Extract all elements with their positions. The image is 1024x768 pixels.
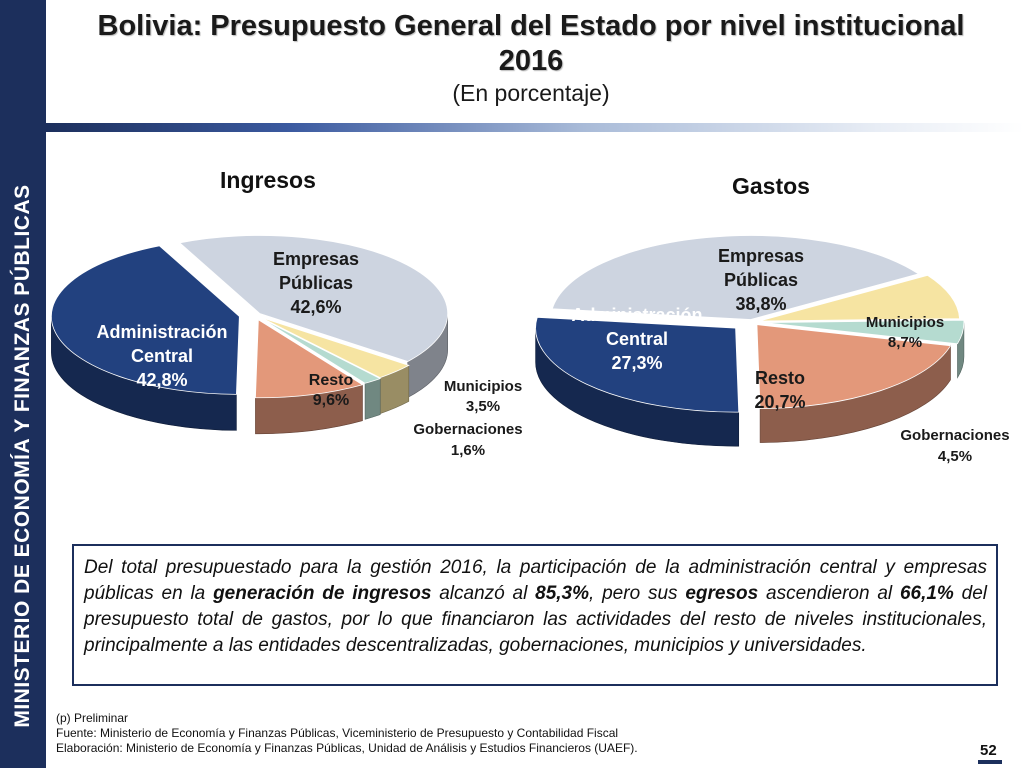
summary-bold-3: egresos xyxy=(685,583,759,604)
gas-label-gob-value: 4,5% xyxy=(938,448,972,465)
title-subtitle: (En porcentaje) xyxy=(452,80,610,106)
summary-text-2: alcanzó al xyxy=(431,583,536,604)
gas-label-gob: Gobernaciones xyxy=(900,427,1009,444)
ingresos-gobernaciones-side xyxy=(364,378,381,420)
ingresos-administracion-central-slice xyxy=(50,245,240,395)
summary-text-5: del presupuesto total de gastos, por lo … xyxy=(84,583,987,656)
page-number: 52 xyxy=(980,742,997,759)
gastos-administracion-central-slice xyxy=(535,316,740,413)
ing-label-resto: Resto xyxy=(309,372,354,389)
slide-title: Bolivia: Presupuesto General del Estado … xyxy=(46,8,1016,108)
footnote-elaboracion: Elaboración: Ministerio de Economía y Fi… xyxy=(56,741,638,755)
ing-label-mun-value: 3,5% xyxy=(466,398,500,415)
summary-text-3: , pero sus xyxy=(589,583,686,604)
title-line-1: Bolivia: Presupuesto General del Estado … xyxy=(97,10,965,42)
title-rule xyxy=(46,123,1024,132)
gas-label-adm-value: 27,3% xyxy=(611,353,662,373)
ing-label-adm-value: 42,8% xyxy=(136,370,187,390)
ing-label-resto-value: 9,6% xyxy=(313,392,349,409)
gas-label-adm-2: Central xyxy=(606,329,668,349)
summary-bold-4: 66,1% xyxy=(899,583,954,604)
sidebar: MINISTERIO DE ECONOMÍA Y FINANZAS PÚBLIC… xyxy=(0,0,46,768)
gas-label-resto-value: 20,7% xyxy=(754,392,805,412)
footnote-fuente: Fuente: Ministerio de Economía y Finanza… xyxy=(56,726,619,740)
gastos-empresas-publicas-slice xyxy=(551,235,920,320)
summary-bold-2: 85,3% xyxy=(535,583,590,604)
ing-label-emp-1: Empresas xyxy=(273,249,359,269)
ing-label-emp-2: Públicas xyxy=(279,273,353,293)
gas-label-mun-value: 8,7% xyxy=(888,334,922,351)
ing-label-adm-1: Administración xyxy=(96,322,227,342)
gas-label-emp-value: 38,8% xyxy=(735,294,786,314)
gastos-pie xyxy=(535,235,965,447)
summary-text-1: Del total presupuestado para la gestión … xyxy=(84,557,987,604)
ing-label-adm-2: Central xyxy=(131,346,193,366)
gastos-resto-slice xyxy=(756,324,952,410)
summary-box: Del total presupuestado para la gestión … xyxy=(72,544,998,686)
gas-label-emp-1: Empresas xyxy=(718,246,804,266)
ingresos-gobernaciones-slice xyxy=(260,317,382,384)
footnote-preliminar: (p) Preliminar xyxy=(56,711,129,725)
ing-label-gob: Gobernaciones xyxy=(413,421,522,438)
footnotes: (p) Preliminar Fuente: Ministerio de Eco… xyxy=(56,711,638,756)
ingresos-chart-title: Ingresos xyxy=(220,167,316,193)
ing-label-gob-value: 1,6% xyxy=(451,442,485,459)
summary-bold-1: generación de ingresos xyxy=(213,583,432,604)
summary-text-4: ascendieron al xyxy=(758,583,900,604)
gastos-gobernaciones-slice xyxy=(763,319,965,345)
gas-label-adm-1: Administración xyxy=(571,305,702,325)
ing-label-mun: Municipios xyxy=(444,378,522,395)
gas-label-emp-2: Públicas xyxy=(724,270,798,290)
ingresos-empresas-publicas-slice xyxy=(178,235,449,362)
ingresos-municipios-slice xyxy=(260,316,410,379)
gas-label-mun: Municipios xyxy=(866,314,944,331)
ing-label-emp-value: 42,6% xyxy=(290,297,341,317)
gastos-chart-title: Gastos xyxy=(732,173,810,199)
ingresos-pie xyxy=(50,235,449,435)
page-number-underline xyxy=(978,760,1002,764)
title-line-2: 2016 xyxy=(498,45,564,77)
ingresos-resto-slice xyxy=(255,319,364,399)
pie-charts: Administración Central 42,8% Empresas Pú… xyxy=(50,235,1010,465)
gastos-municipios-slice xyxy=(759,274,960,322)
gas-label-resto: Resto xyxy=(755,368,805,388)
